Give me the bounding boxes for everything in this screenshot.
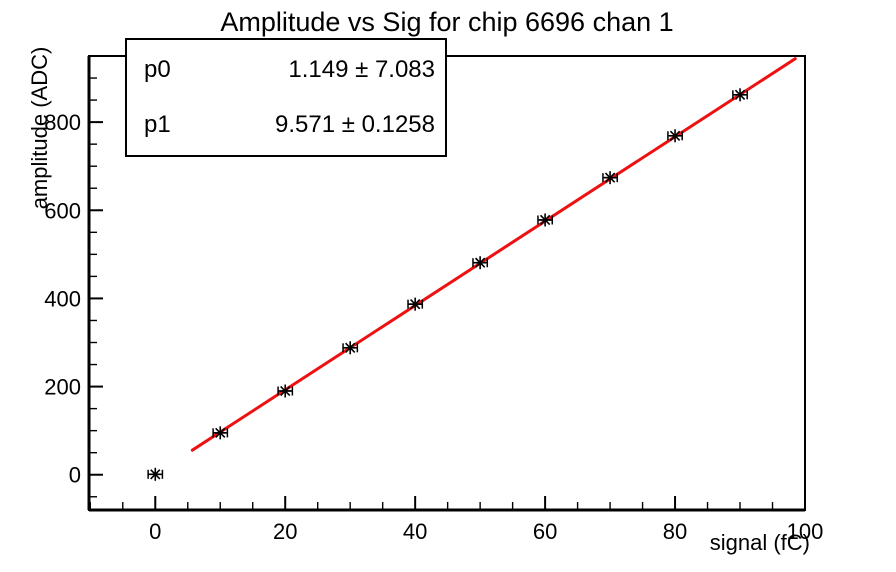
data-point <box>147 467 164 481</box>
data-point <box>277 384 294 398</box>
stat-p1-value: 9.571 ± 0.1258 <box>275 111 435 139</box>
x-tick-label: 20 <box>273 519 297 544</box>
data-point <box>667 129 683 143</box>
y-tick-label: 0 <box>69 463 81 488</box>
y-tick-label: 400 <box>44 286 81 311</box>
data-point <box>407 297 424 311</box>
data-point <box>472 256 489 270</box>
stat-row-p0: p0 1.149 ± 7.083 <box>127 56 445 84</box>
plot-title: Amplitude vs Sig for chip 6696 chan 1 <box>220 7 674 37</box>
x-tick-label: 40 <box>403 519 427 544</box>
fit-stats-box: p0 1.149 ± 7.083 p1 9.571 ± 0.1258 <box>125 38 447 157</box>
x-tick-label: 0 <box>149 519 161 544</box>
data-point <box>212 426 229 440</box>
x-tick-label: 80 <box>663 519 687 544</box>
y-axis-title: amplitude (ADC) <box>27 46 52 210</box>
y-tick-label: 200 <box>44 375 81 400</box>
data-point <box>732 88 748 102</box>
stat-p1-name: p1 <box>144 111 171 139</box>
data-point <box>602 171 618 185</box>
linear-fit-line <box>190 57 797 452</box>
stat-p0-value: 1.149 ± 7.083 <box>288 55 435 83</box>
x-tick-label: 60 <box>533 519 557 544</box>
data-point <box>342 341 359 355</box>
x-axis-title: signal (fC) <box>709 530 810 555</box>
stat-p0-name: p0 <box>144 55 171 83</box>
stat-row-p1: p1 9.571 ± 0.1258 <box>127 111 445 139</box>
y-tick-label: 600 <box>44 198 81 223</box>
x-tick-label: 100 <box>787 519 824 544</box>
data-point <box>537 213 554 227</box>
y-tick-label: 800 <box>44 110 81 135</box>
